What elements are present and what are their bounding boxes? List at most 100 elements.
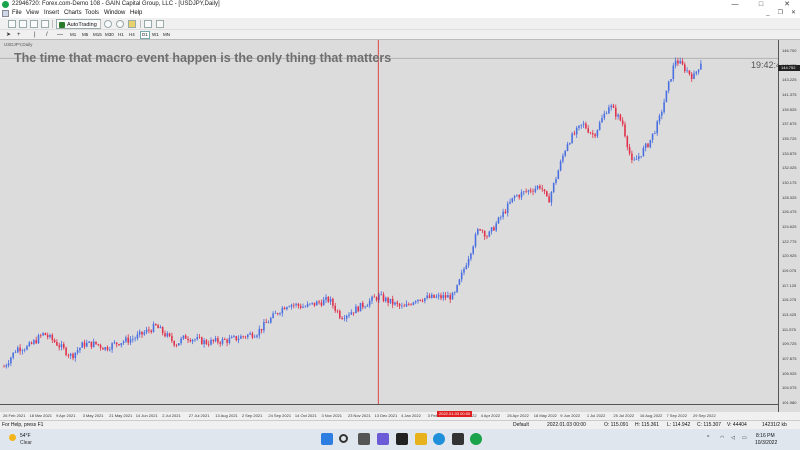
terminal-icon[interactable] [452,433,464,445]
candle-body [134,338,136,339]
candle-body [274,313,277,314]
candle-body [426,295,428,299]
menu-tools[interactable]: Tools [85,10,100,16]
file-explorer-icon[interactable] [415,433,427,445]
menu-charts[interactable]: Charts [64,10,82,16]
candle-body [589,132,592,134]
maximize-button[interactable]: □ [758,1,764,8]
menu-view[interactable]: View [26,10,39,16]
search-icon[interactable] [339,434,348,443]
price-tick-label: 107.875 [782,356,797,361]
horizontal-line-icon[interactable]: — [57,32,63,38]
autotrading-button[interactable]: AutoTrading [56,19,101,29]
edge-browser-icon[interactable] [433,433,445,445]
price-tick-label: 115.275 [782,297,797,303]
speaker-icon[interactable]: ◁ [731,435,735,441]
teams-chat-icon[interactable] [377,433,389,445]
candle-body [371,296,373,301]
minimize-button[interactable]: — [731,1,739,8]
navigator-icon[interactable] [41,20,49,28]
mdi-restore-button[interactable]: ❐ [777,10,783,16]
metatrader-taskbar-icon[interactable] [470,433,482,445]
new-chart-icon[interactable] [8,20,16,28]
start-icon[interactable] [321,433,333,445]
candle-body [640,156,642,157]
candle-body [228,338,231,343]
cursor-icon[interactable]: ➤ [6,32,12,38]
trendline-icon[interactable]: / [46,32,48,38]
taskbar-date[interactable]: 10/3/2022 [755,440,778,446]
candle-body [187,338,189,341]
candle-body [633,159,635,161]
crosshair-icon[interactable]: + [17,32,21,38]
candle-body [113,342,116,344]
tray-overflow-chevron[interactable]: ^ [707,435,710,441]
battery-icon[interactable]: ▭ [742,435,747,441]
weather-temperature[interactable]: 54°F [20,433,31,439]
candle-body [385,297,387,302]
candle-body [562,155,564,162]
date-axis[interactable] [0,404,778,412]
close-button[interactable]: ✕ [784,1,790,8]
zoom-out-icon[interactable] [116,20,124,28]
menu-file[interactable]: File [12,10,22,16]
candle-body [184,335,187,339]
candle-body [316,301,318,306]
menu-help[interactable]: Help [130,10,143,16]
price-chart[interactable] [0,40,778,404]
candle-body [635,158,638,160]
market-watch-icon[interactable] [30,20,38,28]
menu-insert[interactable]: Insert [44,10,60,16]
date-tick-label: 18 Mar 2021 [29,413,52,418]
menu-window[interactable]: Window [104,10,126,16]
timeframe-mn[interactable]: MN [163,32,170,37]
autoscroll-icon[interactable] [156,20,164,28]
weather-condition[interactable]: Clear [20,440,32,446]
timeframe-m5[interactable]: M5 [82,32,89,37]
tile-windows-icon[interactable] [128,20,136,28]
timeframe-h4[interactable]: H4 [129,32,135,37]
candle-body [35,340,37,344]
price-tick-label: 139.525 [782,106,797,112]
candle-body [690,74,693,79]
candle-body [299,305,302,308]
candle-body [171,335,173,341]
candle-body [598,122,601,130]
mdi-minimize-button[interactable]: _ [766,10,770,16]
price-axis[interactable]: 146.700145.075143.225141.375139.525137.6… [778,40,800,412]
timeframe-m15[interactable]: M15 [93,32,102,37]
status-low: L: 114.942 [667,422,691,428]
candle-body [267,322,270,324]
candle-body [265,322,267,323]
candle-body [410,304,412,306]
candle-body [150,330,152,333]
profiles-icon[interactable] [19,20,27,28]
candle-body [72,353,74,359]
weather-moon-icon[interactable] [9,434,16,441]
taskbar-time[interactable]: 8:16 PM [756,433,775,439]
date-tick-label: 13 Dec 2021 [374,413,398,418]
app-dark-icon[interactable] [396,433,408,445]
candle-body [311,302,313,304]
chart-shift-icon[interactable] [144,20,152,28]
candle-body [40,335,42,336]
candle-body [355,306,357,314]
task-view-icon[interactable] [358,433,370,445]
mdi-close-button[interactable]: ✕ [790,10,796,16]
chart-window-icon[interactable] [2,10,9,17]
candle-body [677,60,679,64]
timeframe-w1[interactable]: W1 [152,32,159,37]
candle-body [86,342,88,347]
timeframe-m1[interactable]: M1 [70,32,77,37]
timeframe-d1[interactable]: D1 [140,31,150,39]
zoom-in-icon[interactable] [104,20,112,28]
timeframe-m30[interactable]: M30 [105,32,114,37]
candle-body [474,234,477,247]
wifi-icon[interactable]: ◠ [720,435,725,441]
vertical-line-icon[interactable]: | [34,32,36,38]
candle-body [49,334,51,338]
candle-body [58,345,60,348]
timeframe-h1[interactable]: H1 [118,32,124,37]
candle-body [454,292,456,293]
price-tick-label: 124.625 [782,224,797,229]
